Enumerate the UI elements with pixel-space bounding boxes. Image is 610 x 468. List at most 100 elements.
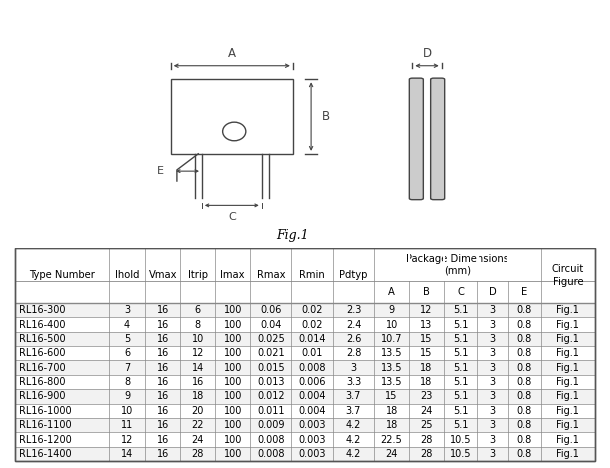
Text: C: C xyxy=(458,287,464,297)
Bar xyxy=(15,360,595,375)
Text: 12: 12 xyxy=(420,305,432,315)
Text: 100: 100 xyxy=(223,320,242,329)
Bar xyxy=(15,432,595,447)
Text: 20: 20 xyxy=(192,406,204,416)
Text: 11: 11 xyxy=(121,420,133,430)
Text: 4: 4 xyxy=(124,320,130,329)
Text: Itrip: Itrip xyxy=(188,271,208,280)
Bar xyxy=(15,303,595,317)
Text: A: A xyxy=(388,287,395,297)
Text: 0.8: 0.8 xyxy=(517,320,532,329)
Bar xyxy=(15,418,595,432)
Text: 25: 25 xyxy=(420,420,432,430)
Text: 3: 3 xyxy=(489,391,495,402)
Text: 3: 3 xyxy=(489,420,495,430)
Text: 16: 16 xyxy=(157,420,169,430)
Text: 100: 100 xyxy=(223,406,242,416)
Text: 3: 3 xyxy=(489,334,495,344)
Text: 0.04: 0.04 xyxy=(260,320,282,329)
Text: 7: 7 xyxy=(124,363,130,373)
Text: 13: 13 xyxy=(420,320,432,329)
Text: 0.011: 0.011 xyxy=(257,406,285,416)
Text: Package Dimensions
(mm): Package Dimensions (mm) xyxy=(406,254,509,276)
Text: D: D xyxy=(423,47,431,60)
Text: 0.012: 0.012 xyxy=(257,391,285,402)
Text: 3.3: 3.3 xyxy=(346,377,361,387)
Text: 28: 28 xyxy=(420,449,432,459)
Text: 0.02: 0.02 xyxy=(301,320,323,329)
Text: RL16-300: RL16-300 xyxy=(19,305,65,315)
Bar xyxy=(507,248,509,281)
Text: 4.2: 4.2 xyxy=(346,435,361,445)
Text: Circuit
Figure: Circuit Figure xyxy=(552,264,584,287)
Text: 0.003: 0.003 xyxy=(298,420,326,430)
Text: 18: 18 xyxy=(420,363,432,373)
Text: 13.5: 13.5 xyxy=(381,377,403,387)
Text: 0.008: 0.008 xyxy=(257,435,285,445)
Text: Fig.1: Fig.1 xyxy=(556,363,580,373)
Text: 24: 24 xyxy=(386,449,398,459)
Text: 10: 10 xyxy=(121,406,133,416)
Text: 12: 12 xyxy=(192,348,204,358)
Text: 3: 3 xyxy=(489,406,495,416)
Text: Fig.1: Fig.1 xyxy=(556,334,580,344)
Text: Vmax: Vmax xyxy=(149,271,177,280)
Text: 0.8: 0.8 xyxy=(517,334,532,344)
Text: 24: 24 xyxy=(420,406,432,416)
Text: RL16-500: RL16-500 xyxy=(19,334,65,344)
Text: 0.008: 0.008 xyxy=(298,363,326,373)
Text: 16: 16 xyxy=(157,391,169,402)
Text: 5.1: 5.1 xyxy=(453,320,468,329)
Bar xyxy=(409,248,411,281)
Text: Pdtyp: Pdtyp xyxy=(339,271,368,280)
Text: RL16-800: RL16-800 xyxy=(19,377,65,387)
Text: 0.02: 0.02 xyxy=(301,305,323,315)
Text: 16: 16 xyxy=(157,305,169,315)
Text: 100: 100 xyxy=(223,334,242,344)
Text: 0.003: 0.003 xyxy=(298,435,326,445)
Text: 5.1: 5.1 xyxy=(453,406,468,416)
Text: 0.003: 0.003 xyxy=(298,449,326,459)
Bar xyxy=(15,389,595,403)
Bar xyxy=(443,248,445,281)
Text: Fig.1: Fig.1 xyxy=(556,449,580,459)
Text: 18: 18 xyxy=(386,406,398,416)
Text: 2.8: 2.8 xyxy=(346,348,361,358)
Bar xyxy=(15,403,595,418)
Text: 10.5: 10.5 xyxy=(450,449,472,459)
Text: 13.5: 13.5 xyxy=(381,363,403,373)
Text: Fig.1: Fig.1 xyxy=(556,435,580,445)
Text: 0.013: 0.013 xyxy=(257,377,285,387)
Text: E: E xyxy=(157,166,164,176)
Text: 18: 18 xyxy=(420,377,432,387)
Text: Fig.1: Fig.1 xyxy=(556,348,580,358)
Text: 0.025: 0.025 xyxy=(257,334,285,344)
Text: 22.5: 22.5 xyxy=(381,435,403,445)
Text: 5.1: 5.1 xyxy=(453,363,468,373)
Text: Fig.1: Fig.1 xyxy=(556,391,580,402)
Text: 0.8: 0.8 xyxy=(517,449,532,459)
Text: 22: 22 xyxy=(192,420,204,430)
Text: 0.004: 0.004 xyxy=(298,391,326,402)
Text: A: A xyxy=(228,47,236,60)
Text: Rmin: Rmin xyxy=(300,271,325,280)
Text: 5.1: 5.1 xyxy=(453,420,468,430)
Text: 3.7: 3.7 xyxy=(346,391,361,402)
Bar xyxy=(15,332,595,346)
Text: Type Number: Type Number xyxy=(29,271,95,280)
Text: 14: 14 xyxy=(121,449,133,459)
Text: 3: 3 xyxy=(489,348,495,358)
Text: 5: 5 xyxy=(124,334,130,344)
Text: Fig.1: Fig.1 xyxy=(556,420,580,430)
Text: 0.01: 0.01 xyxy=(301,348,323,358)
Text: RL16-1200: RL16-1200 xyxy=(19,435,71,445)
Text: Ihold: Ihold xyxy=(115,271,139,280)
Text: D: D xyxy=(489,287,497,297)
Text: 16: 16 xyxy=(157,334,169,344)
Text: RL16-1100: RL16-1100 xyxy=(19,420,71,430)
Text: 0.8: 0.8 xyxy=(517,406,532,416)
Text: 10.5: 10.5 xyxy=(450,435,472,445)
Text: 9: 9 xyxy=(389,305,395,315)
Bar xyxy=(15,375,595,389)
Text: 8: 8 xyxy=(195,320,201,329)
